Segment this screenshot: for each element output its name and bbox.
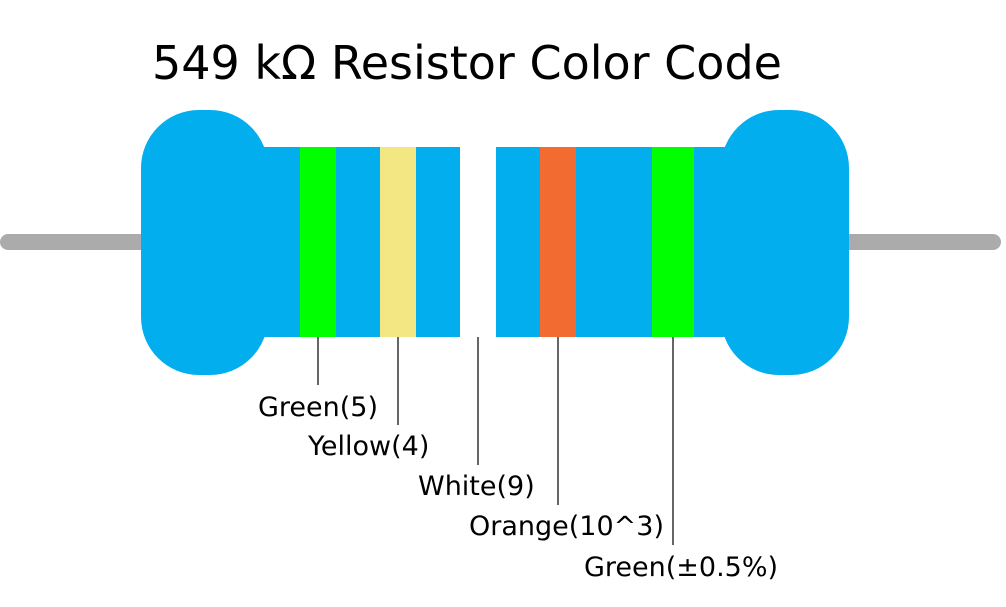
band-5-green xyxy=(652,147,694,337)
band-label-5: Green(±0.5%) xyxy=(584,552,778,583)
band-3-white xyxy=(460,147,496,337)
band-2-yellow xyxy=(380,147,416,337)
color-bands xyxy=(300,147,694,337)
left-end-cap xyxy=(141,110,268,375)
diagram-title: 549 kΩ Resistor Color Code xyxy=(152,36,782,90)
band-1-green xyxy=(300,147,336,337)
leader-lines xyxy=(317,337,674,545)
band-label-2: Yellow(4) xyxy=(307,431,429,462)
band-labels: Green(5) Yellow(4) White(9) Orange(10^3)… xyxy=(258,392,778,583)
band-label-4: Orange(10^3) xyxy=(469,511,664,542)
band-label-3: White(9) xyxy=(418,471,535,502)
band-4-orange xyxy=(540,147,576,337)
band-label-1: Green(5) xyxy=(258,392,378,423)
right-end-cap xyxy=(721,110,849,375)
